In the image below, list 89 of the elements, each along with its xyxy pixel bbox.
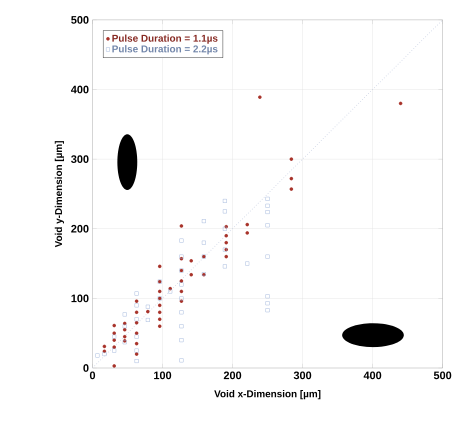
point xyxy=(179,310,184,314)
y-tick-label: 400 xyxy=(70,86,89,94)
point xyxy=(122,328,126,332)
point xyxy=(179,338,184,342)
point xyxy=(168,290,172,294)
point xyxy=(134,332,138,336)
point xyxy=(158,324,162,328)
x-tick-label: 400 xyxy=(364,372,382,380)
point xyxy=(179,254,184,259)
point xyxy=(245,262,250,266)
point xyxy=(122,335,126,339)
point xyxy=(290,158,294,162)
y-tick-label: 300 xyxy=(71,155,89,164)
x-tick-label: 500 xyxy=(434,372,452,380)
point xyxy=(158,304,162,308)
point xyxy=(134,310,138,314)
point xyxy=(266,254,270,259)
point xyxy=(134,304,139,308)
point xyxy=(266,223,270,228)
point xyxy=(290,187,294,192)
point xyxy=(112,348,116,353)
point xyxy=(122,324,127,328)
point xyxy=(222,264,227,268)
point xyxy=(180,279,184,283)
point xyxy=(202,240,206,245)
point xyxy=(266,210,270,214)
point xyxy=(112,324,116,328)
point xyxy=(189,259,194,263)
point xyxy=(112,364,116,368)
legend-label: Pulse Duration = 2.2µs xyxy=(112,45,218,55)
point xyxy=(245,222,250,227)
point xyxy=(134,342,138,346)
point xyxy=(102,344,106,348)
y-tick-label: 100 xyxy=(72,294,89,302)
point xyxy=(146,318,150,322)
point xyxy=(179,324,184,328)
point xyxy=(224,241,228,245)
point xyxy=(266,196,270,201)
point xyxy=(158,290,162,294)
point xyxy=(158,264,162,268)
point xyxy=(266,204,270,208)
point xyxy=(179,282,184,287)
point xyxy=(112,338,116,342)
point xyxy=(179,296,184,301)
point xyxy=(189,273,194,277)
point xyxy=(95,354,100,358)
x-tick-label: 200 xyxy=(224,372,242,380)
point xyxy=(179,358,184,362)
point xyxy=(158,318,162,322)
point xyxy=(266,308,270,312)
point xyxy=(224,254,228,259)
point xyxy=(112,345,116,350)
point xyxy=(245,231,250,235)
point xyxy=(290,177,294,181)
point xyxy=(112,334,116,339)
point xyxy=(202,219,206,224)
y-axis-title: Void y-Dimension [µm] xyxy=(54,141,64,248)
point xyxy=(266,301,270,306)
point xyxy=(122,312,127,317)
point xyxy=(224,234,228,238)
point xyxy=(112,332,116,336)
point xyxy=(146,310,150,314)
point xyxy=(158,310,162,314)
point xyxy=(222,210,227,214)
point xyxy=(180,290,184,294)
point xyxy=(134,292,139,296)
point xyxy=(102,352,106,356)
x-tick-label: 0 xyxy=(90,372,96,380)
point xyxy=(222,199,227,204)
point xyxy=(134,321,138,325)
point xyxy=(180,224,184,228)
y-tick-label: 500 xyxy=(71,16,89,24)
point xyxy=(266,294,270,298)
x-tick-label: 100 xyxy=(154,372,172,380)
y-tick-label: 0 xyxy=(83,364,89,372)
point xyxy=(134,317,139,322)
point xyxy=(258,96,262,100)
x-axis-title: Void x-Dimension [µm] xyxy=(214,390,320,400)
legend-label: Pulse Duration = 1.1µs xyxy=(112,34,218,44)
y-tick-label: 200 xyxy=(71,225,89,233)
point xyxy=(134,359,139,364)
point xyxy=(134,348,139,353)
point xyxy=(134,300,138,304)
x-tick-label: 300 xyxy=(294,372,312,380)
point xyxy=(398,102,402,106)
point xyxy=(134,352,138,356)
point xyxy=(179,238,184,243)
point xyxy=(134,334,139,339)
point xyxy=(146,304,150,309)
